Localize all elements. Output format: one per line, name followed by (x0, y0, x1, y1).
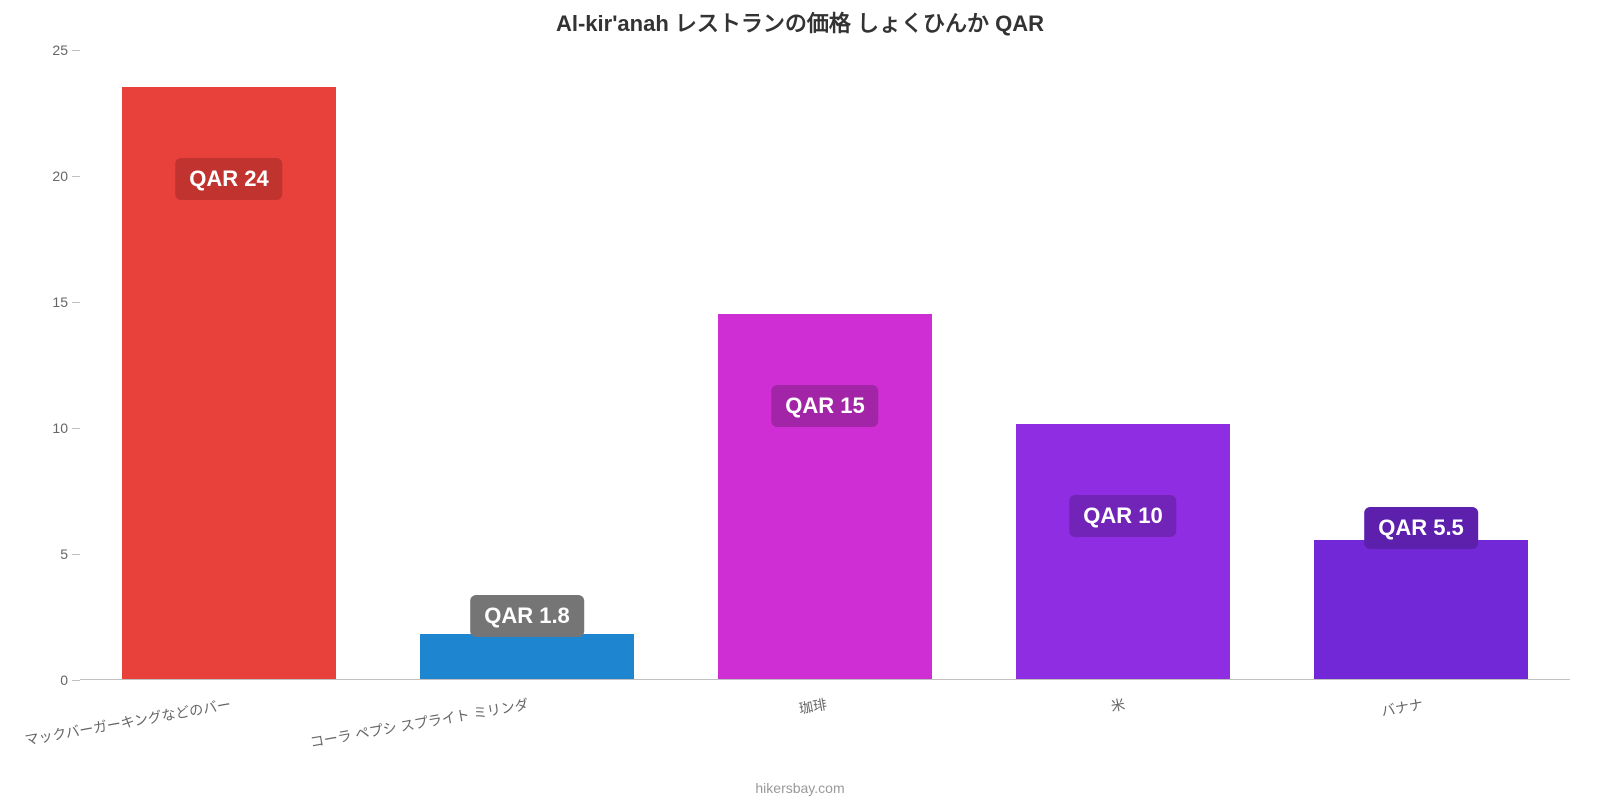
xtick-label: 米 (1109, 694, 1126, 716)
ytick-mark (72, 554, 80, 555)
bar-slot: QAR 5.5 (1272, 50, 1570, 679)
ytick-label: 25 (52, 42, 68, 58)
bar-slot: QAR 24 (80, 50, 378, 679)
x-axis-labels: マックバーガーキングなどのバーコーラ ペプシ スプライト ミリンダ珈琲米バナナ (80, 686, 1570, 776)
ytick-label: 0 (60, 672, 68, 688)
value-badge: QAR 15 (771, 385, 878, 427)
ytick-mark (72, 428, 80, 429)
value-badge: QAR 24 (175, 158, 282, 200)
plot-area: QAR 24QAR 1.8QAR 15QAR 10QAR 5.5 0510152… (80, 50, 1570, 680)
bar (1016, 424, 1231, 679)
chart-title: Al-kir'anah レストランの価格 しょくひんか QAR (0, 6, 1600, 38)
xtick-label: 珈琲 (797, 694, 828, 719)
ytick-mark (72, 50, 80, 51)
bars-layer: QAR 24 QAR 1.8 QAR 15 QAR 10 QAR 5.5 (80, 50, 1570, 679)
bar-slot: QAR 15 (676, 50, 974, 679)
attribution-text: hikersbay.com (0, 780, 1600, 796)
ytick-mark (72, 302, 80, 303)
bar (1314, 540, 1529, 679)
ytick-label: 10 (52, 420, 68, 436)
value-badge: QAR 5.5 (1364, 507, 1478, 549)
ytick-mark (72, 176, 80, 177)
ytick-label: 20 (52, 168, 68, 184)
bar-slot: QAR 10 (974, 50, 1272, 679)
ytick-mark (72, 680, 80, 681)
bar-slot: QAR 1.8 (378, 50, 676, 679)
ytick-label: 5 (60, 546, 68, 562)
ytick-label: 15 (52, 294, 68, 310)
xtick-label: コーラ ペプシ スプライト ミリンダ (309, 694, 531, 752)
xtick-label: バナナ (1380, 694, 1425, 721)
xtick-label: マックバーガーキングなどのバー (23, 694, 232, 750)
value-badge: QAR 10 (1069, 495, 1176, 537)
bar (718, 314, 933, 679)
value-badge: QAR 1.8 (470, 595, 584, 637)
bar (420, 634, 635, 679)
